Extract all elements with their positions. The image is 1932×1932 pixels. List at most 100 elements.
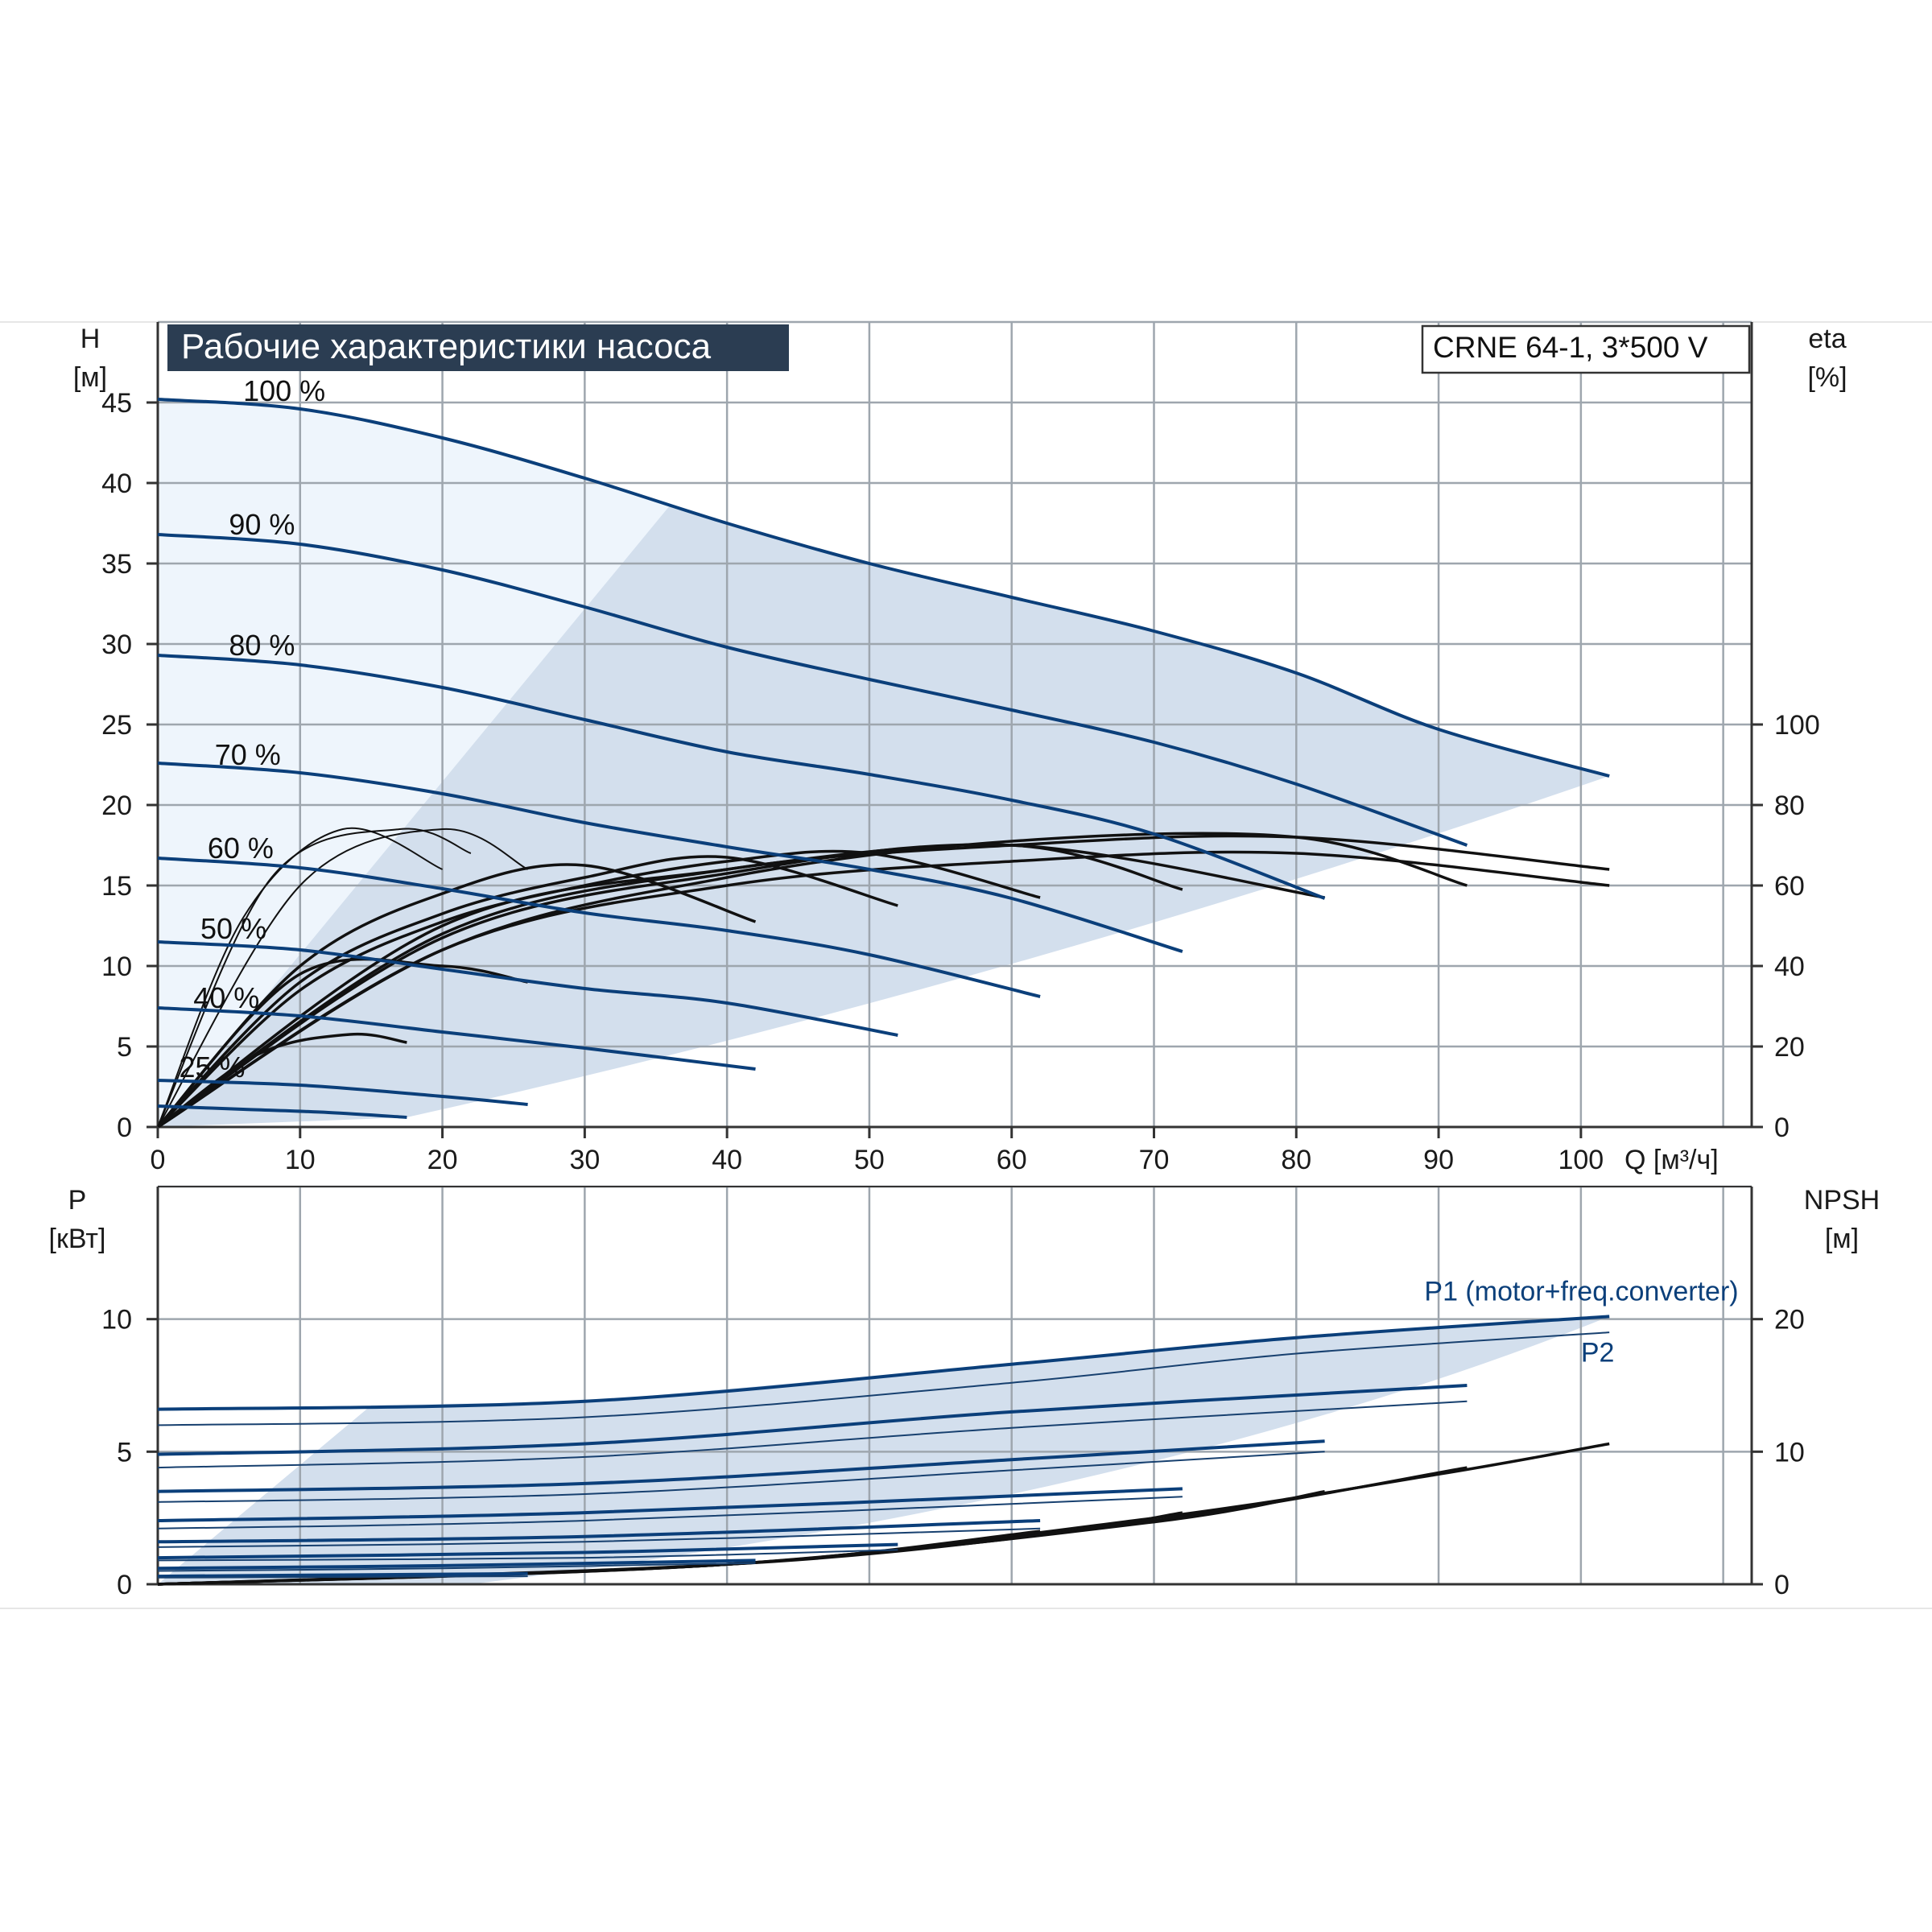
p-axis-unit: [кВт]: [49, 1224, 106, 1254]
npsh-curve: [157, 1530, 1041, 1586]
efficiency-curve: [157, 843, 1325, 1129]
p2-curve: [157, 1562, 756, 1572]
head-curves: [157, 398, 1610, 1119]
p2-annotation: P2: [1581, 1337, 1615, 1368]
p-tick-label: 5: [117, 1437, 132, 1468]
q-tick-label: 100: [1558, 1145, 1604, 1175]
eta-tick-label: 60: [1774, 871, 1805, 902]
speed-label: 25 %: [180, 1051, 246, 1084]
npsh-axis-unit: [м]: [1825, 1224, 1859, 1254]
q-tick-label: 30: [569, 1145, 600, 1175]
eta-tick-label: 40: [1774, 952, 1805, 982]
model-box: [1421, 324, 1751, 374]
p2-curve: [157, 1331, 1610, 1426]
p2-curve: [157, 1527, 1041, 1548]
h-tick-label: 30: [101, 630, 132, 660]
speed-label: 40 %: [193, 981, 259, 1014]
dark-range-area: [158, 505, 1610, 1127]
efficiency-curve: [156, 843, 1183, 1129]
head-grid: [156, 320, 1753, 1129]
p2-curve: [157, 1451, 1325, 1503]
eta-tick-label: 20: [1774, 1032, 1805, 1063]
h-tick-label: 40: [101, 469, 132, 499]
power-range-band: [158, 1316, 1610, 1584]
eta-tick-label: 0: [1774, 1113, 1790, 1143]
p1-curve: [157, 1487, 1183, 1522]
p2-curve: [157, 1496, 1183, 1530]
power-range-area: [158, 1316, 1610, 1584]
chart-title: Рабочие характеристики насоса: [181, 327, 712, 366]
model-label: CRNE 64-1, 3*500 V: [1433, 331, 1708, 364]
speed-label: 90 %: [229, 508, 295, 541]
p2-curve: [157, 1549, 898, 1562]
speed-labels: 100 % 90 % 80 % 70 % 60 % 50 % 40 % 25 %: [180, 374, 326, 1084]
p2-curve: [157, 1575, 528, 1579]
p1-curve: [157, 1571, 528, 1579]
q-tick-label: 80: [1281, 1145, 1311, 1175]
h-axis-unit: [м]: [73, 362, 107, 393]
head-curve: [157, 398, 1610, 778]
q-tick-label: 50: [854, 1145, 885, 1175]
power-flow-panel: 0 5 10 0 10 20: [101, 1185, 1805, 1600]
power-axis-ticks: 0 5 10 0 10 20: [101, 1305, 1805, 1600]
efficiency-curve: [156, 957, 528, 1129]
h-tick-label: 25: [101, 710, 132, 741]
p1-annotation: P1 (motor+freq.converter): [1424, 1277, 1738, 1307]
q-tick-label: 20: [427, 1145, 458, 1175]
speed-label: 80 %: [229, 629, 295, 662]
h-axis-label: H: [80, 324, 101, 354]
h-tick-label: 10: [101, 952, 132, 982]
p-axis-label: P: [68, 1185, 87, 1216]
npsh-axis-label: NPSH: [1804, 1185, 1880, 1216]
speed-label: 100 %: [243, 374, 325, 407]
p1-curve: [157, 1558, 756, 1571]
npsh-tick-label: 10: [1774, 1437, 1805, 1468]
h-tick-label: 20: [101, 791, 132, 821]
eta-axis-unit: [%]: [1807, 362, 1847, 393]
p1-curve: [157, 1542, 898, 1560]
head-curve: [157, 1079, 528, 1106]
head-curve: [157, 940, 898, 1037]
q-tick-label: 40: [712, 1145, 742, 1175]
efficiency-curve: [157, 828, 529, 1128]
p1-curve: [157, 1439, 1325, 1493]
efficiency-curve: [157, 828, 472, 1128]
head-curve: [157, 762, 1183, 953]
efficiency-curve: [156, 1032, 407, 1129]
q-tick-label: 90: [1423, 1145, 1454, 1175]
speed-label: 70 %: [215, 738, 281, 771]
p1-curve: [157, 1519, 1041, 1544]
q-tick-label: 10: [285, 1145, 316, 1175]
eta-tick-label: 80: [1774, 791, 1805, 821]
head-flow-panel: 0 5 10 15 20 25 30 35 40 45 0 20 40 60 80 100 0 10 20 30 40 5…: [101, 320, 1820, 1175]
h-tick-label: 15: [101, 871, 132, 902]
eta-axis-label: eta: [1808, 324, 1846, 354]
operating-range-band: [158, 399, 1610, 1127]
speed-label: 50 %: [200, 912, 266, 945]
speed-label: 60 %: [208, 832, 274, 865]
p-tick-label: 10: [101, 1305, 132, 1335]
p-tick-label: 0: [117, 1570, 132, 1600]
head-curve: [157, 857, 1041, 998]
eta-tick-label: 100: [1774, 710, 1820, 741]
efficiency-curve: [156, 855, 898, 1129]
head-curve: [157, 533, 1468, 847]
p1-curve: [157, 1315, 1610, 1411]
power-curves: [157, 1315, 1610, 1579]
head-axis-ticks: 0 5 10 15 20 25 30 35 40 45 0 20 40 60 80 100 0 10 20 30 40 5…: [101, 388, 1820, 1175]
head-curve: [157, 1104, 407, 1119]
q-tick-label: 60: [997, 1145, 1027, 1175]
q-tick-label: 0: [151, 1145, 166, 1175]
npsh-tick-label: 20: [1774, 1305, 1805, 1335]
p2-curve: [157, 1400, 1468, 1469]
h-tick-label: 5: [117, 1032, 132, 1063]
q-tick-label: 70: [1139, 1145, 1170, 1175]
h-tick-label: 35: [101, 549, 132, 580]
head-curve: [157, 654, 1326, 900]
efficiency-curve: [156, 849, 1041, 1129]
title-box: [167, 324, 789, 371]
h-tick-label: 45: [101, 388, 132, 419]
npsh-tick-label: 0: [1774, 1570, 1790, 1600]
head-curve: [157, 1006, 756, 1071]
efficiency-curve: [157, 827, 443, 1128]
